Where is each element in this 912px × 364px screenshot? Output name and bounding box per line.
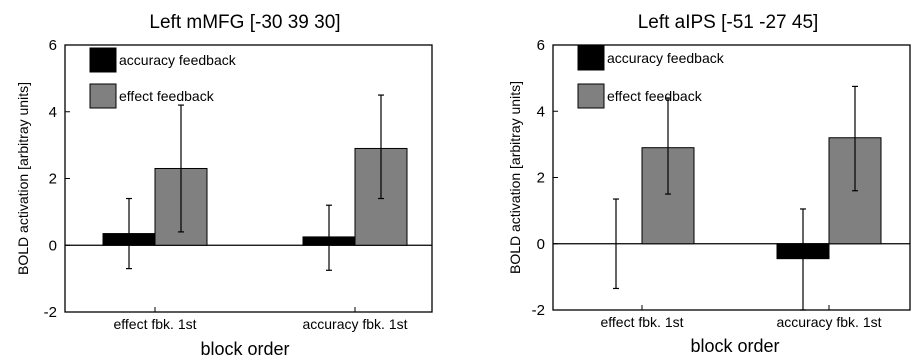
chart-title: Left aIPS [-51 -27 45] [638,12,819,33]
y-axis-label: BOLD activation [arbitray units] [15,82,31,275]
y-tick-label: 0 [49,237,57,254]
y-tick-label: 4 [537,103,545,120]
x-tick-label: accuracy fbk. 1st [302,316,407,332]
y-tick-label: 0 [537,236,545,253]
x-axis-label: block order [690,336,779,356]
y-tick-label: 2 [537,170,545,187]
x-axis-label: block order [200,339,289,359]
chart-title: Left mMFG [-30 39 30] [149,12,340,33]
legend-label: accuracy feedback [607,50,725,66]
legend-label: effect feedback [607,88,703,104]
legend-label: effect feedback [119,88,215,104]
y-tick-label: 6 [49,37,57,54]
legend-swatch [577,83,605,109]
y-tick-label: 2 [49,171,57,188]
y-tick-label: 4 [49,104,57,121]
x-tick-label: accuracy fbk. 1st [776,314,881,330]
y-tick-label: 6 [537,37,545,54]
chart-panel-2: Left aIPS [-51 -27 45] -2 0 2 4 6 BOLD activat… [507,12,911,356]
y-axis-label: BOLD activation [arbitray units] [507,81,523,274]
chart-panel-1: Left mMFG [-30 39 30] -2 0 2 4 6 BOLD activati… [15,12,433,359]
y-tick-label: -2 [44,304,57,321]
legend-swatch [577,45,605,71]
x-tick-label: effect fbk. 1st [113,316,196,332]
legend-swatch [89,83,117,109]
legend-label: accuracy feedback [119,52,237,68]
y-tick-label: -2 [532,302,545,319]
x-tick-label: effect fbk. 1st [600,314,683,330]
legend-swatch [89,47,117,73]
